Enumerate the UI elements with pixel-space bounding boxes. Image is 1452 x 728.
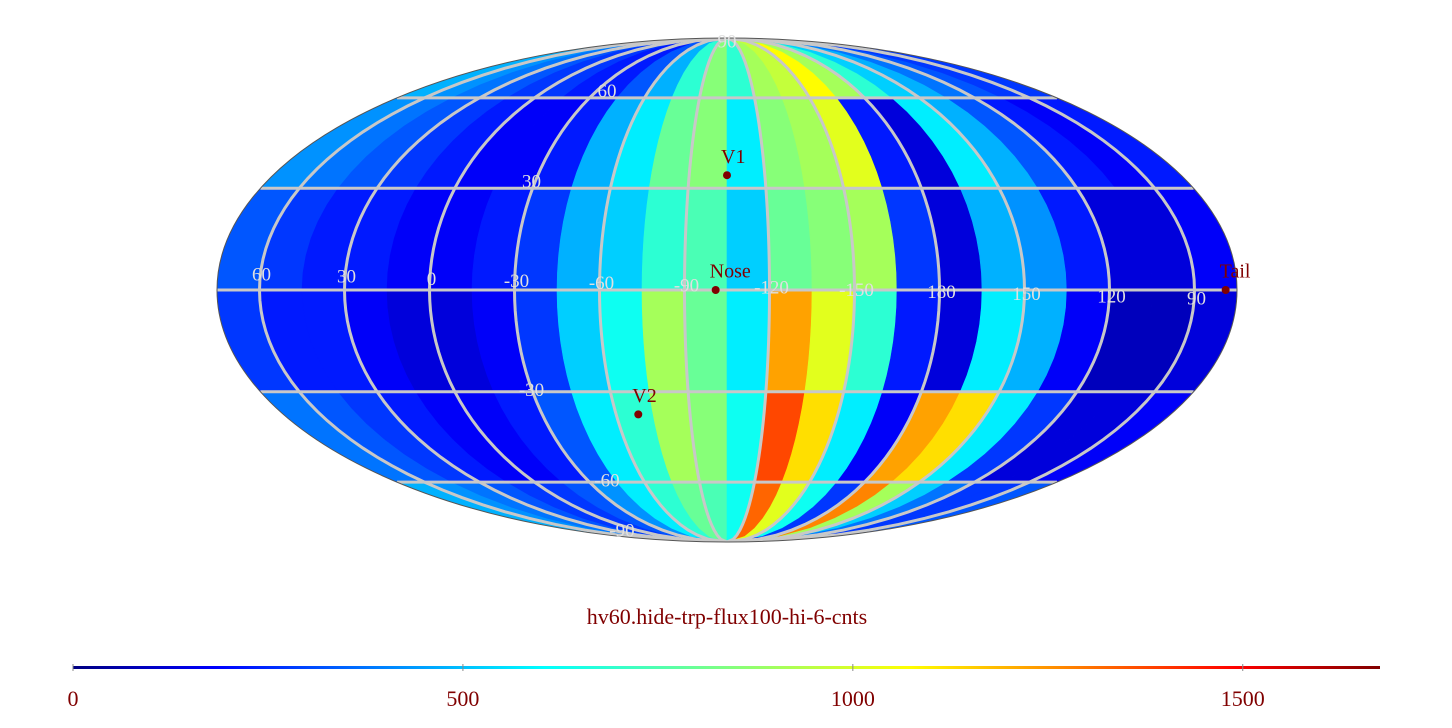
lon-label: 60 (252, 264, 271, 285)
marker-label: V2 (632, 385, 656, 407)
lon-label: -90 (674, 275, 699, 296)
map-cells (217, 38, 1237, 542)
colorbar-tick-label: 1000 (831, 686, 875, 711)
map-title: hv60.hide-trp-flux100-hi-6-cnts (587, 604, 867, 629)
colorbar-tick-label: 0 (68, 686, 79, 711)
lat-label: 30 (522, 172, 541, 193)
lon-label: 150 (1012, 284, 1041, 305)
lon-label: 120 (1097, 286, 1126, 307)
map-cell (765, 187, 813, 291)
map-cell (641, 289, 689, 393)
lon-label: -150 (839, 280, 874, 301)
lon-label: 0 (427, 269, 437, 290)
lon-label: 90 (1187, 289, 1206, 310)
lat-label: -60 (594, 470, 619, 491)
lat-label: 60 (597, 81, 616, 102)
lat-label: 90 (718, 31, 737, 52)
colorbar (73, 666, 1380, 669)
colorbar-tick-label: 500 (446, 686, 479, 711)
colorbar-ticks: 0 500 1000 1500 (68, 664, 1265, 711)
colorbar-tick-label: 1500 (1221, 686, 1265, 711)
lon-label: -30 (504, 271, 529, 292)
lat-label: -30 (519, 380, 544, 401)
map-cell (765, 289, 813, 393)
graticule (217, 38, 1237, 542)
lon-label: 180 (927, 282, 956, 303)
marker (634, 410, 643, 419)
map-cell (684, 289, 728, 393)
marker (1221, 286, 1230, 294)
marker (711, 286, 720, 294)
marker-label: Nose (710, 261, 751, 283)
marker (723, 171, 731, 180)
lat-label: -90 (609, 520, 634, 541)
map-cell (726, 289, 770, 393)
marker-label: Tail (1220, 261, 1251, 283)
labels: 60 30 0 -30 -60 -90 -120 -150 180 150 120 90 90 60 30 -… (252, 31, 1251, 541)
lon-label: 30 (337, 267, 356, 288)
map-outline (216, 37, 1238, 543)
marker-label: V1 (721, 146, 745, 168)
lon-label: -60 (589, 273, 614, 294)
lon-label: -120 (754, 278, 789, 299)
